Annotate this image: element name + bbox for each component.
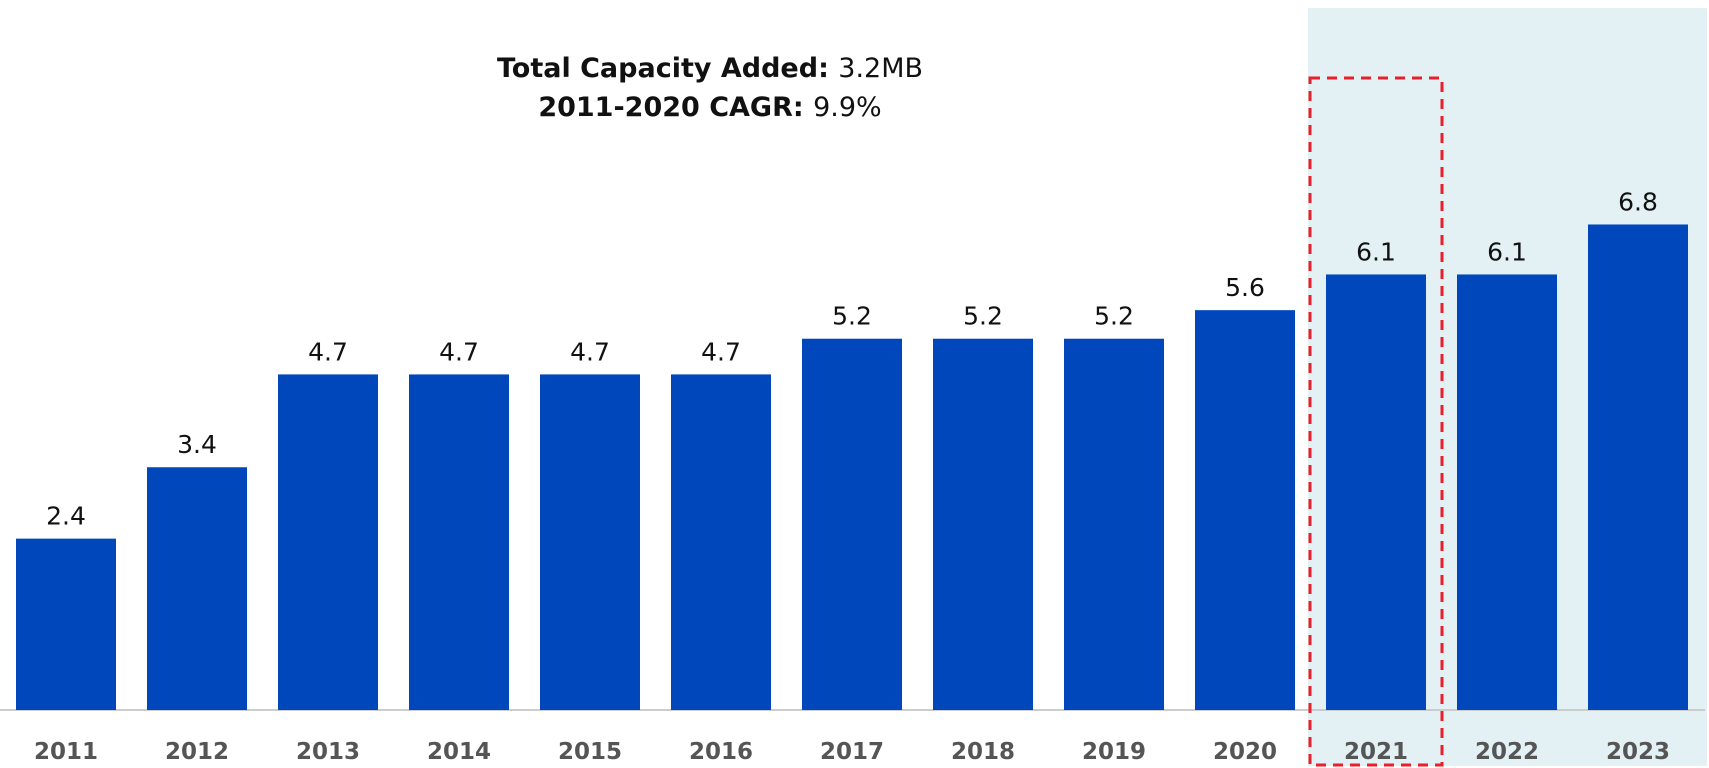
value-label-2013: 4.7 — [308, 337, 348, 366]
value-label-2016: 4.7 — [701, 337, 741, 366]
annotation-total-capacity: Total Capacity Added: 3.2MB — [496, 53, 924, 84]
bar-2013 — [278, 374, 378, 710]
x-tick-label-2019: 2019 — [1082, 739, 1146, 765]
x-tick-label-2017: 2017 — [820, 739, 884, 765]
annotation-cagr-label: 2011-2020 CAGR — [538, 92, 793, 123]
bar-2022 — [1457, 274, 1557, 710]
value-label-2014: 4.7 — [439, 337, 479, 366]
value-label-2022: 6.1 — [1487, 237, 1527, 266]
x-tick-label-2011: 2011 — [34, 739, 98, 765]
x-tick-label-2012: 2012 — [165, 739, 229, 765]
annotation-total-capacity-label: Total Capacity Added — [496, 53, 819, 84]
bar-2023 — [1588, 224, 1688, 711]
bar-2016 — [671, 374, 771, 710]
value-label-2017: 5.2 — [832, 302, 872, 331]
bar-2011 — [16, 538, 116, 710]
x-tick-label-2021: 2021 — [1344, 739, 1408, 765]
x-tick-label-2016: 2016 — [689, 739, 753, 765]
x-tick-label-2013: 2013 — [296, 739, 360, 765]
bar-2014 — [409, 374, 509, 710]
x-tick-label-2022: 2022 — [1475, 739, 1539, 765]
value-label-2020: 5.6 — [1225, 273, 1265, 302]
x-tick-label-2014: 2014 — [427, 739, 491, 765]
x-tick-label-2018: 2018 — [951, 739, 1015, 765]
annotation-cagr: 2011-2020 CAGR: 9.9% — [538, 92, 882, 123]
value-label-2012: 3.4 — [177, 430, 217, 459]
bar-2020 — [1195, 310, 1295, 710]
x-tick-label-2015: 2015 — [558, 739, 622, 765]
x-tick-label-2023: 2023 — [1606, 739, 1670, 765]
x-tick-label-2020: 2020 — [1213, 739, 1277, 765]
bar-2018 — [933, 338, 1033, 710]
annotation-cagr-value: 9.9% — [813, 92, 882, 123]
bar-2021 — [1326, 274, 1426, 710]
bar-2012 — [147, 467, 247, 710]
value-label-2015: 4.7 — [570, 337, 610, 366]
value-label-2011: 2.4 — [46, 502, 86, 531]
value-label-2023: 6.8 — [1618, 187, 1658, 216]
bar-2017 — [802, 338, 902, 710]
annotation-total-capacity-value: 3.2MB — [838, 53, 924, 84]
bar-2019 — [1064, 338, 1164, 710]
value-label-2019: 5.2 — [1094, 302, 1134, 331]
value-label-2018: 5.2 — [963, 302, 1003, 331]
bar-2015 — [540, 374, 640, 710]
value-label-2021: 6.1 — [1356, 237, 1396, 266]
dashed-highlight-box — [1308, 76, 1444, 767]
